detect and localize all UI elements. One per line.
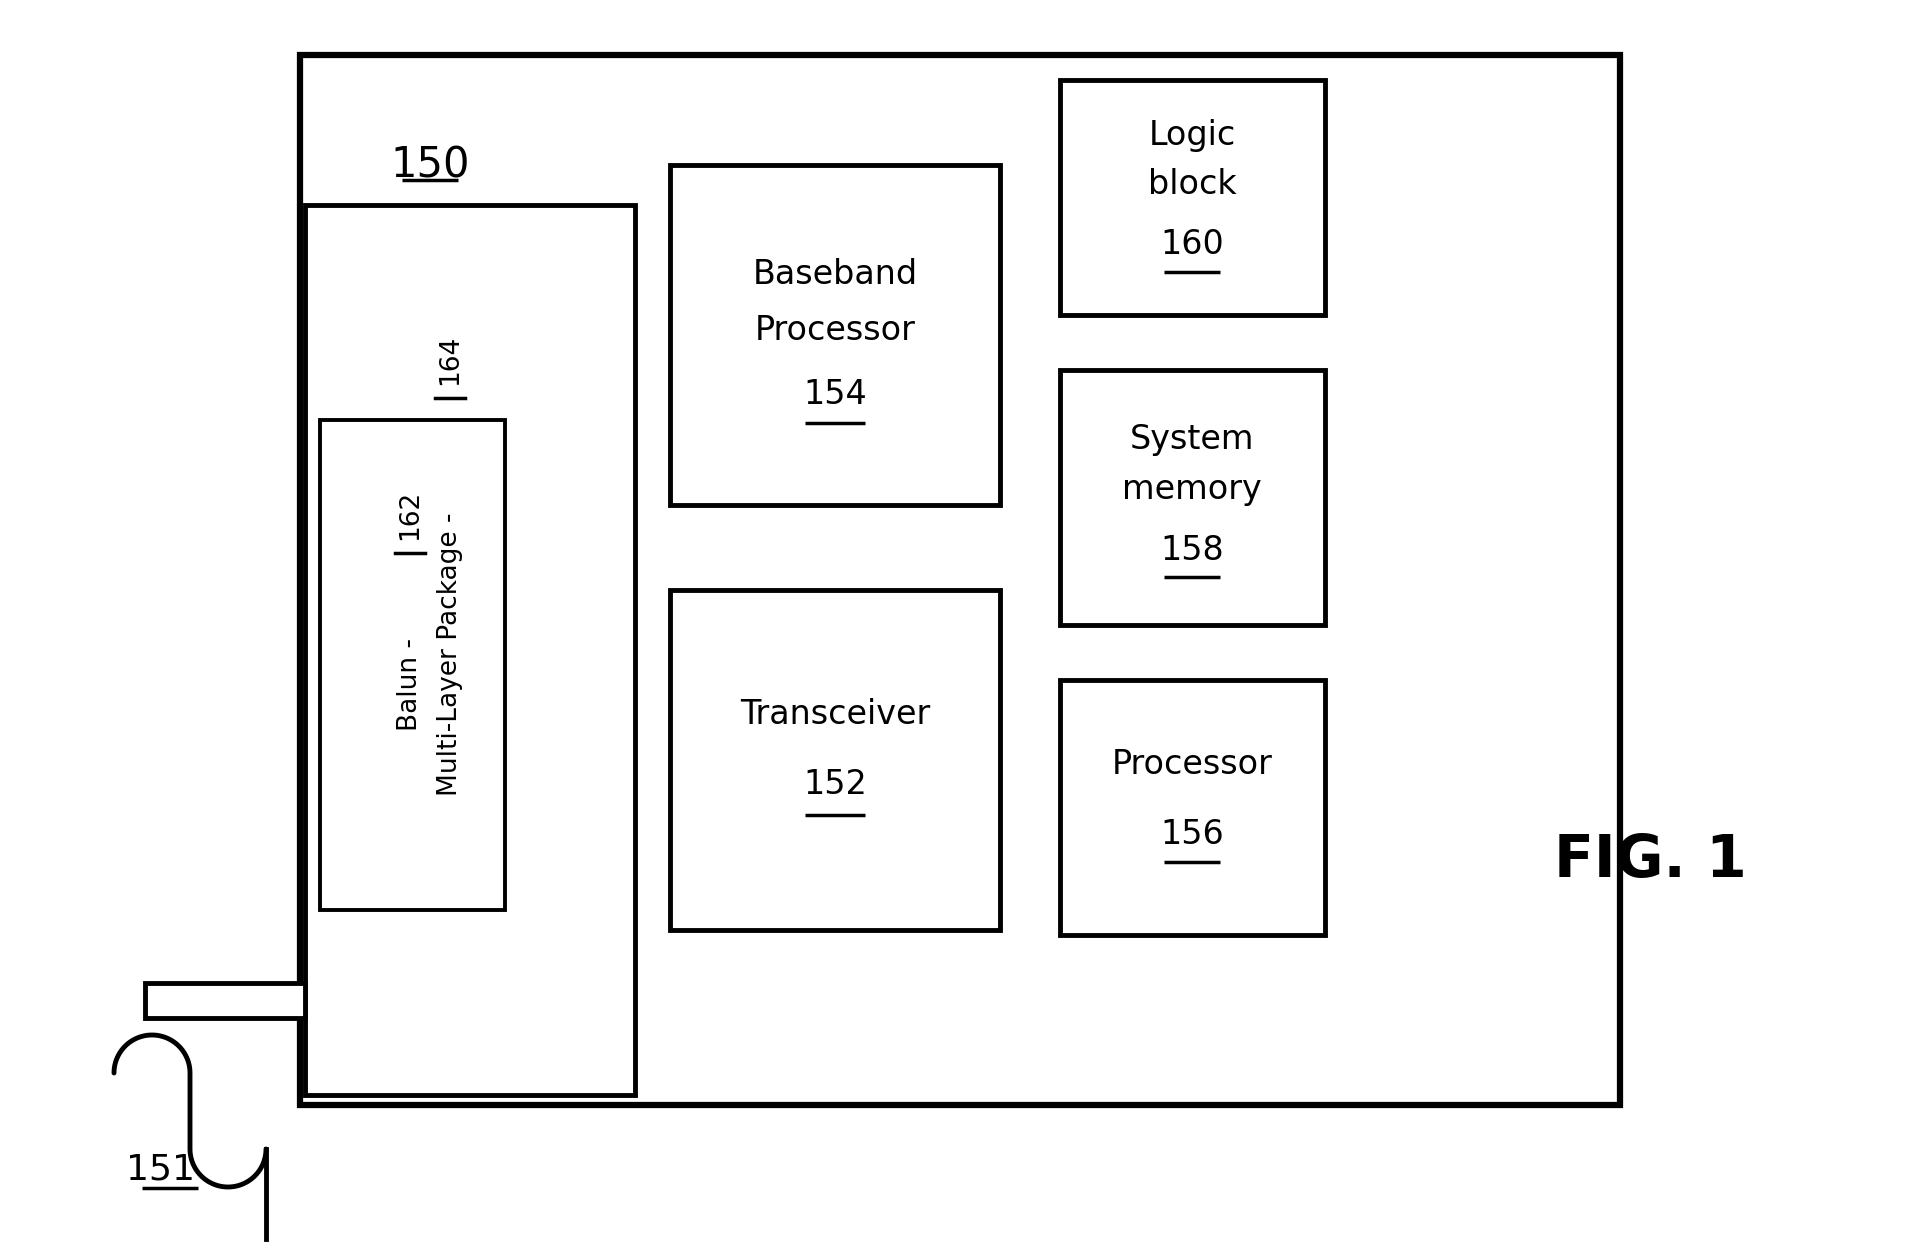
Text: FIG. 1: FIG. 1 <box>1554 831 1747 889</box>
Text: Logic: Logic <box>1149 118 1236 152</box>
Text: 150: 150 <box>390 144 470 186</box>
Text: 164: 164 <box>438 335 462 385</box>
Text: memory: memory <box>1122 474 1261 507</box>
Bar <box>306 204 634 1095</box>
Text: 162: 162 <box>397 490 422 540</box>
Text: Multi-Layer Package -: Multi-Layer Package - <box>438 504 462 796</box>
Text: Processor: Processor <box>755 314 915 346</box>
Bar <box>671 166 999 505</box>
Text: Baseband: Baseband <box>753 258 917 291</box>
Bar <box>1061 680 1324 935</box>
Text: Balun -: Balun - <box>397 630 422 731</box>
Bar <box>1061 80 1324 315</box>
Text: 151: 151 <box>126 1152 195 1188</box>
Text: Processor: Processor <box>1112 749 1273 781</box>
Bar <box>671 589 999 930</box>
Text: 158: 158 <box>1160 533 1223 567</box>
Text: 152: 152 <box>803 769 868 801</box>
Text: 156: 156 <box>1160 819 1223 851</box>
Text: block: block <box>1149 168 1236 202</box>
Bar <box>1061 370 1324 624</box>
Text: Transceiver: Transceiver <box>740 698 931 731</box>
Text: 154: 154 <box>803 379 868 411</box>
Bar <box>300 55 1621 1105</box>
Bar <box>319 420 505 910</box>
Text: System: System <box>1129 424 1254 456</box>
Text: 160: 160 <box>1160 228 1223 262</box>
Bar <box>145 983 306 1018</box>
